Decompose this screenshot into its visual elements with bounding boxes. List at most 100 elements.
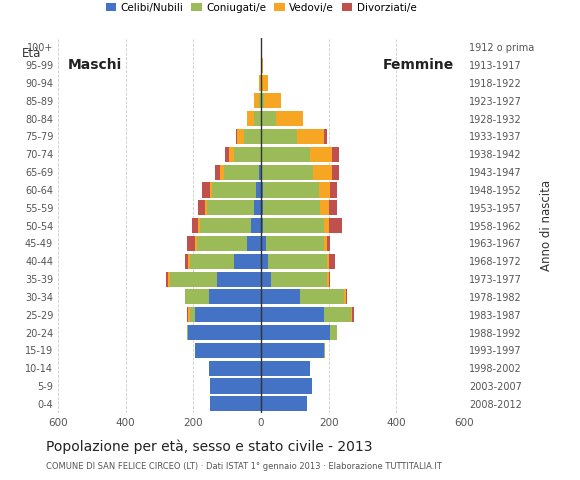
Bar bbox=[254, 200, 261, 216]
Bar bbox=[324, 218, 329, 233]
Bar bbox=[185, 253, 188, 269]
Bar bbox=[327, 272, 329, 287]
Y-axis label: Anno di nascita: Anno di nascita bbox=[539, 180, 553, 271]
Bar bbox=[329, 253, 335, 269]
Bar bbox=[276, 111, 303, 126]
Bar bbox=[324, 343, 325, 358]
Bar bbox=[197, 236, 248, 251]
Bar bbox=[215, 165, 220, 180]
Bar bbox=[234, 147, 261, 162]
Bar bbox=[254, 93, 259, 108]
Bar bbox=[198, 200, 205, 216]
Text: Maschi: Maschi bbox=[68, 58, 122, 72]
Bar bbox=[296, 129, 324, 144]
Bar bbox=[195, 343, 261, 358]
Bar bbox=[205, 200, 207, 216]
Bar bbox=[220, 165, 224, 180]
Bar bbox=[209, 289, 261, 304]
Bar bbox=[185, 289, 209, 304]
Bar bbox=[329, 218, 342, 233]
Bar bbox=[237, 129, 244, 144]
Bar bbox=[261, 378, 311, 394]
Bar bbox=[229, 147, 234, 162]
Bar bbox=[268, 253, 327, 269]
Bar bbox=[261, 343, 324, 358]
Bar bbox=[344, 289, 346, 304]
Bar bbox=[195, 307, 261, 323]
Bar bbox=[207, 200, 254, 216]
Bar bbox=[261, 360, 310, 376]
Bar bbox=[266, 236, 324, 251]
Bar bbox=[190, 253, 234, 269]
Bar bbox=[234, 253, 261, 269]
Bar bbox=[187, 236, 195, 251]
Bar bbox=[261, 147, 310, 162]
Bar bbox=[327, 236, 331, 251]
Bar bbox=[271, 272, 327, 287]
Bar bbox=[324, 129, 327, 144]
Bar bbox=[263, 182, 318, 198]
Bar bbox=[217, 272, 261, 287]
Bar bbox=[209, 360, 261, 376]
Bar bbox=[261, 93, 264, 108]
Bar bbox=[313, 165, 332, 180]
Text: COMUNE DI SAN FELICE CIRCEO (LT) · Dati ISTAT 1° gennaio 2013 · Elaborazione TUT: COMUNE DI SAN FELICE CIRCEO (LT) · Dati … bbox=[46, 462, 443, 471]
Bar bbox=[324, 307, 351, 323]
Bar bbox=[351, 307, 352, 323]
Bar bbox=[263, 200, 320, 216]
Bar bbox=[318, 182, 331, 198]
Bar bbox=[261, 325, 331, 340]
Bar bbox=[261, 111, 276, 126]
Bar bbox=[261, 272, 271, 287]
Bar bbox=[259, 75, 261, 91]
Bar bbox=[210, 396, 261, 411]
Bar bbox=[248, 111, 254, 126]
Bar bbox=[329, 200, 337, 216]
Bar bbox=[261, 289, 300, 304]
Bar bbox=[261, 396, 307, 411]
Bar bbox=[261, 307, 324, 323]
Bar bbox=[259, 165, 261, 180]
Bar bbox=[261, 253, 268, 269]
Bar bbox=[191, 218, 198, 233]
Bar bbox=[259, 93, 261, 108]
Text: Età: Età bbox=[21, 48, 41, 60]
Bar bbox=[310, 147, 332, 162]
Bar bbox=[190, 307, 195, 323]
Legend: Celibi/Nubili, Coniugati/e, Vedovi/e, Divorziati/e: Celibi/Nubili, Coniugati/e, Vedovi/e, Di… bbox=[102, 0, 420, 17]
Bar bbox=[235, 129, 237, 144]
Bar bbox=[352, 307, 354, 323]
Bar bbox=[166, 272, 168, 287]
Bar bbox=[332, 165, 339, 180]
Bar bbox=[331, 182, 337, 198]
Bar bbox=[226, 147, 229, 162]
Bar bbox=[251, 218, 261, 233]
Bar bbox=[332, 147, 339, 162]
Bar bbox=[210, 182, 212, 198]
Bar bbox=[202, 182, 210, 198]
Bar bbox=[195, 236, 197, 251]
Bar bbox=[169, 272, 217, 287]
Bar bbox=[300, 289, 344, 304]
Bar bbox=[331, 325, 337, 340]
Bar bbox=[210, 378, 261, 394]
Bar bbox=[188, 325, 261, 340]
Bar bbox=[256, 182, 261, 198]
Bar bbox=[261, 200, 263, 216]
Bar bbox=[187, 307, 188, 323]
Bar bbox=[327, 253, 329, 269]
Bar bbox=[248, 236, 261, 251]
Bar bbox=[224, 165, 259, 180]
Bar bbox=[263, 218, 324, 233]
Bar bbox=[320, 200, 329, 216]
Bar bbox=[168, 272, 169, 287]
Bar bbox=[264, 93, 281, 108]
Bar bbox=[261, 165, 313, 180]
Text: Femmine: Femmine bbox=[383, 58, 454, 72]
Bar bbox=[261, 218, 263, 233]
Bar bbox=[329, 272, 331, 287]
Bar bbox=[324, 236, 327, 251]
Bar bbox=[261, 236, 266, 251]
Bar bbox=[346, 289, 347, 304]
Bar bbox=[187, 325, 188, 340]
